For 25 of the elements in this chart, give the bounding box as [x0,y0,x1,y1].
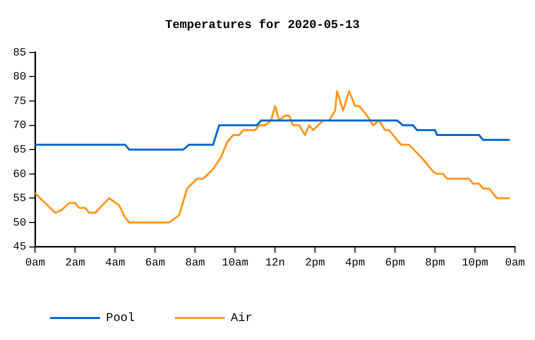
x-tick-label: 6pm [385,257,406,270]
legend-label: Pool [106,311,135,326]
x-tick-label: 10pm [462,257,489,270]
x-tick-label: 12n [265,257,286,270]
y-tick-label: 80 [13,72,26,84]
x-tick-label: 10am [222,257,249,270]
y-tick-label: 45 [13,242,26,254]
y-tick-label: 55 [13,193,26,206]
y-tick-label: 85 [13,47,26,60]
chart-title: Temperatures for 2020-05-13 [165,18,360,32]
legend-label: Air [230,311,252,326]
x-tick-label: 8pm [425,257,446,270]
x-tick-label: 2am [65,257,86,270]
x-tick-label: 8am [185,257,206,270]
x-tick-label: 4am [105,257,126,270]
y-tick-label: 75 [13,96,26,108]
y-tick-label: 50 [13,217,26,230]
x-tick-label: 6am [145,257,166,270]
y-tick-label: 65 [13,144,26,157]
x-tick-label: 0am [505,257,526,270]
x-tick-label: 0am [25,257,46,270]
x-tick-label: 2pm [305,257,326,270]
x-tick-label: 4pm [345,257,366,270]
y-tick-label: 70 [13,120,26,132]
y-tick-label: 60 [13,168,26,181]
